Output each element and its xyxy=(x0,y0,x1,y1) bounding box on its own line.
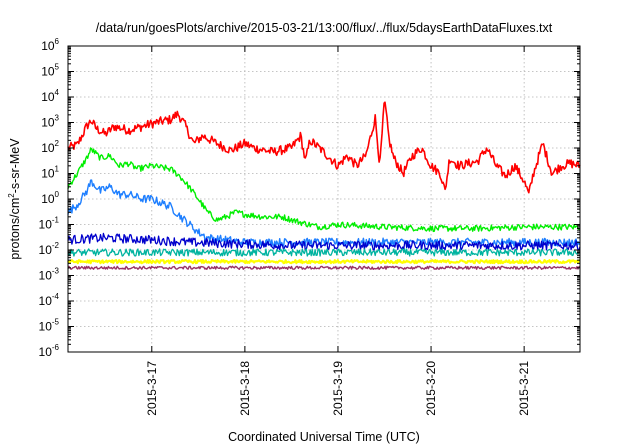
series-line xyxy=(67,265,581,270)
series-line xyxy=(67,147,581,233)
series-line xyxy=(67,248,581,257)
x-tick-label: 2015-3-18 xyxy=(238,361,252,416)
y-tick-label: 105 xyxy=(41,63,59,79)
x-axis-label: Coordinated Universal Time (UTC) xyxy=(228,430,420,444)
y-tick-label: 100 xyxy=(41,190,59,206)
y-tick-label: 10-3 xyxy=(39,267,60,283)
x-tick-label: 2015-3-20 xyxy=(424,361,438,416)
series-line xyxy=(67,232,581,251)
series-line xyxy=(67,101,581,194)
plot-frame xyxy=(67,45,581,353)
y-tick-label: 104 xyxy=(41,88,59,104)
y-tick-label: 10-1 xyxy=(39,216,60,232)
x-tick-label: 2015-3-19 xyxy=(331,361,345,416)
y-axis-label: protons/cm2-s-sr-MeV xyxy=(7,138,22,260)
chart-title: /data/run/goesPlots/archive/2015-03-21/1… xyxy=(96,21,553,35)
x-tick-label: 2015-3-21 xyxy=(517,361,531,416)
y-tick-label: 106 xyxy=(41,37,59,53)
series-line xyxy=(67,259,581,265)
axis-ticks: 10-6 10-5 10-4 10-3 10-2 10-1 100 101 102 103 104 1… xyxy=(39,37,580,416)
series-line xyxy=(67,179,581,248)
y-tick-label: 102 xyxy=(41,139,59,155)
x-tick-label: 2015-3-17 xyxy=(145,361,159,416)
y-tick-label: 10-5 xyxy=(39,318,60,334)
series-lines xyxy=(67,101,581,270)
y-tick-label: 10-6 xyxy=(39,343,60,359)
y-tick-label: 10-4 xyxy=(39,292,60,308)
y-tick-label: 103 xyxy=(41,114,59,130)
y-tick-label: 101 xyxy=(41,165,59,181)
y-tick-label: 10-2 xyxy=(39,241,60,257)
